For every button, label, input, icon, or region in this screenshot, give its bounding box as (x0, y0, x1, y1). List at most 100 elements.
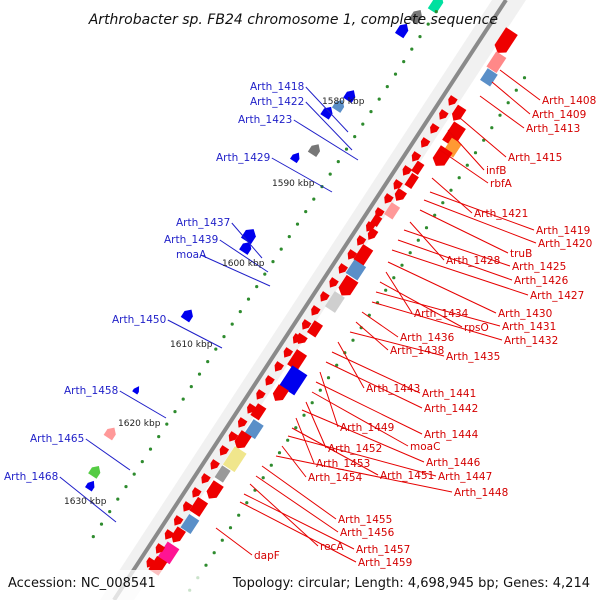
right-gene-label: Arth_1431 (502, 321, 556, 333)
forward-gene-arrow (367, 227, 379, 240)
right-connector (447, 129, 485, 171)
forward-gene-arrow (155, 543, 166, 554)
right-connector (459, 117, 507, 158)
footer-band (0, 570, 600, 600)
forward-gene-arrow (402, 165, 412, 176)
right-connector (287, 435, 437, 477)
forward-gene-arrow (347, 249, 358, 260)
right-connector (305, 401, 327, 449)
left-gene-label: Arth_1422 (250, 96, 304, 108)
tick-dot (457, 176, 461, 180)
right-gene-label: Arth_1454 (308, 472, 363, 484)
forward-gene-arrow (338, 263, 348, 274)
reverse-gene-arrow (394, 23, 409, 39)
tick-dot (361, 122, 365, 126)
right-gene-label: Arth_1430 (498, 308, 552, 320)
forward-gene-box (306, 320, 324, 338)
forward-gene-box (324, 291, 345, 313)
forward-gene-arrow (420, 137, 431, 148)
tick-dot (522, 76, 527, 80)
reverse-gene-arrow (85, 480, 95, 492)
right-connector (349, 331, 445, 357)
tick-dot (402, 60, 406, 64)
forward-gene-arrow (432, 145, 453, 166)
right-gene-label: Arth_1409 (532, 109, 586, 121)
forward-gene-box (370, 214, 383, 227)
right-gene-label: Arth_1456 (340, 527, 395, 539)
right-connector (255, 475, 339, 533)
kbp-tick-label: 1590 kbp (272, 179, 315, 189)
map-title: Arthrobacter sp. FB24 chromosome 1, comp… (88, 12, 498, 28)
tick-dot (255, 285, 259, 289)
right-gene-label: Arth_1421 (474, 208, 528, 220)
reverse-gene-arrow (320, 106, 333, 120)
left-connector (293, 119, 359, 161)
left-connector (85, 438, 131, 471)
forward-gene-arrow (265, 375, 275, 386)
forward-gene-arrow (228, 431, 239, 442)
forward-gene-box (404, 172, 419, 189)
tick-dot (498, 113, 502, 117)
forward-gene-arrow (329, 277, 339, 288)
right-connector (419, 209, 509, 254)
tick-dot (424, 226, 429, 230)
tick-dot (384, 288, 388, 292)
tick-dot (197, 372, 202, 376)
tick-dot (132, 472, 136, 476)
tick-dot (277, 451, 282, 455)
forward-gene-arrow (171, 526, 186, 543)
tick-dot (99, 522, 104, 526)
forward-gene-arrow (356, 235, 367, 246)
tick-dot (351, 338, 355, 342)
right-connector (337, 341, 365, 389)
tick-dot (294, 426, 298, 430)
reverse-gene-arrow (408, 10, 423, 25)
tick-dot (416, 238, 420, 242)
forward-gene-box (442, 121, 466, 148)
forward-gene-arrow (338, 274, 359, 296)
right-gene-label: Arth_1432 (504, 335, 558, 347)
forward-gene-arrow (164, 529, 175, 540)
tick-dot (124, 485, 128, 489)
reverse-gene-arrow (331, 100, 345, 113)
tick-dot (279, 247, 283, 251)
kbp-tick-label: 1620 kbp (118, 419, 161, 429)
left-gene-label: moaA (176, 249, 207, 261)
forward-gene-arrow (237, 417, 248, 428)
right-gene-label: Arth_1420 (538, 238, 592, 250)
tick-dot (304, 210, 308, 214)
tick-dot (418, 35, 422, 39)
tick-dot (318, 388, 322, 392)
left-connector (231, 222, 263, 259)
forward-gene-box (250, 403, 267, 421)
right-gene-label: Arth_1441 (422, 388, 476, 400)
tick-dot (204, 563, 208, 567)
tick-dot (220, 538, 224, 542)
backbone-line (112, 0, 508, 600)
left-connector (219, 239, 269, 273)
tick-dot (310, 401, 314, 405)
right-connector (281, 445, 307, 478)
tick-dot (426, 22, 430, 26)
tick-dot (377, 97, 381, 101)
right-gene-label: Arth_1435 (446, 351, 500, 363)
forward-gene-arrow (411, 151, 422, 162)
forward-gene-arrow (192, 487, 202, 498)
backbone-band (100, 0, 526, 600)
tick-dot (116, 497, 120, 501)
reverse-gene-arrow (103, 427, 116, 441)
right-gene-label: Arth_1448 (454, 487, 508, 499)
right-gene-label: Arth_1413 (526, 123, 580, 135)
tick-dot (181, 397, 185, 401)
tick-dot (441, 201, 445, 205)
tick-dot (222, 335, 226, 339)
right-connector (275, 455, 453, 493)
forward-gene-arrow (201, 473, 211, 484)
tick-dot (326, 376, 331, 380)
forward-gene-box (287, 349, 308, 371)
kbp-tick-label: 1610 kbp (170, 340, 213, 350)
topology-text: Topology: circular; Length: 4,698,945 bp… (232, 576, 590, 591)
right-connector (499, 69, 541, 101)
right-gene-label: Arth_1457 (356, 544, 410, 556)
